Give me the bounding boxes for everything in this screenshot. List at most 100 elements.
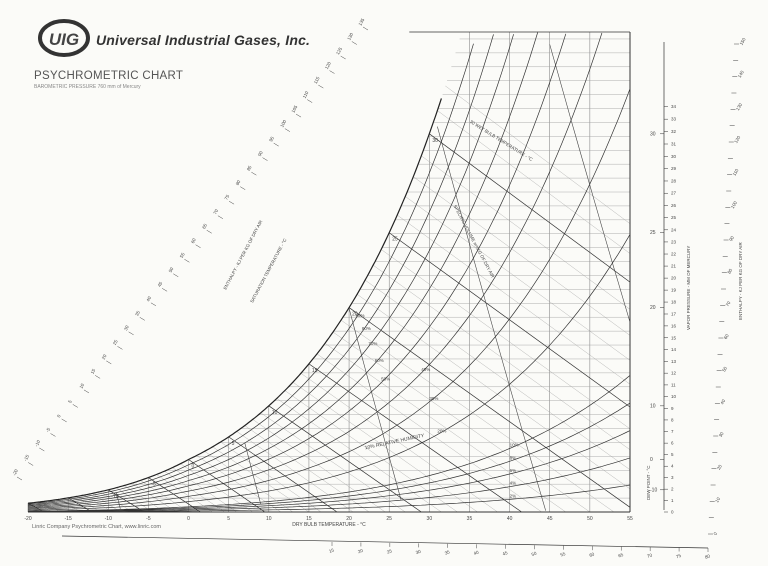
enthalpy-bottom-label: 45 <box>502 550 509 557</box>
enthalpy-left-label: 10 <box>78 382 85 389</box>
vapor-pressure-label: 30 <box>671 154 677 159</box>
x-tick-label: -10 <box>105 516 112 522</box>
rh-label: 30% <box>429 396 438 401</box>
enthalpy-left-tick <box>251 171 257 176</box>
wet-bulb-line <box>228 436 338 513</box>
enthalpy-left-label: -15 <box>23 453 31 462</box>
vapor-pressure-label: 3 <box>671 475 674 480</box>
x-tick-label: 55 <box>627 516 633 522</box>
dew-point-label: 30 <box>650 131 656 137</box>
enthalpy-left-label: 60 <box>190 237 197 244</box>
specific-volume-line <box>244 442 262 505</box>
enthalpy-right-label: 90 <box>728 235 735 242</box>
enthalpy-right-label: 10 <box>714 496 721 503</box>
enthalpy-left-tick <box>106 360 112 365</box>
dew-point-title: DEW POINT - °C <box>646 465 651 500</box>
wet-bulb-line <box>188 459 265 513</box>
enthalpy-bottom-label: 40 <box>473 550 480 557</box>
enthalpy-left-tick <box>184 259 190 263</box>
enthalpy-left-label: 30 <box>123 324 130 331</box>
company-name: Universal Industrial Gases, Inc. <box>96 32 311 48</box>
rh-curve <box>28 375 631 512</box>
vapor-pressure-label: 24 <box>671 227 677 232</box>
saturation-temp-label: 15 <box>312 368 318 374</box>
vapor-pressure-label: 2 <box>671 487 674 492</box>
wet-bulb-line <box>180 463 253 513</box>
x-tick-label: 30 <box>427 516 433 522</box>
enthalpy-left-label: 55 <box>179 252 186 259</box>
rh-curve <box>27 34 494 506</box>
enthalpy-left-tick <box>340 55 346 60</box>
enthalpy-bottom-label: 70 <box>646 552 653 559</box>
wet-bulb-line <box>356 294 631 490</box>
enthalpy-left-tick <box>295 113 302 118</box>
vapor-pressure-label: 15 <box>671 335 677 340</box>
wet-bulb-line <box>413 176 631 336</box>
rh-curve <box>27 88 631 510</box>
enthalpy-bottom-label: 55 <box>560 551 567 558</box>
saturation-temp-label: 20 <box>352 312 358 318</box>
wet-bulb-line <box>220 441 322 513</box>
x-tick-label: 50 <box>587 516 593 522</box>
enthalpy-left-tick <box>61 418 67 423</box>
enthalpy-left-tick <box>95 375 101 379</box>
vapor-pressure-label: 31 <box>671 142 677 147</box>
rh-label: 10% <box>510 443 519 448</box>
enthalpy-left-tick <box>195 244 201 248</box>
enthalpy-left-label: 95 <box>268 135 275 142</box>
enthalpy-left-tick <box>16 476 23 481</box>
rh-curve <box>27 33 567 508</box>
vapor-pressure-label: 4 <box>671 464 674 469</box>
enthalpy-left-tick <box>150 302 157 307</box>
rh-label: 70% <box>368 341 377 346</box>
rh-curve <box>27 43 474 505</box>
x-axis-title: DRY BULB TEMPERATURE - °C <box>292 522 366 528</box>
vapor-pressure-label: 11 <box>671 382 676 387</box>
wet-bulb-line <box>445 85 631 224</box>
rh-curve <box>27 32 603 509</box>
enthalpy-right-label: 40 <box>719 398 726 405</box>
wet-bulb-line <box>397 214 631 385</box>
vapor-pressure-label: 20 <box>671 276 677 281</box>
enthalpy-right-label: 150 <box>739 37 747 46</box>
enthalpy-left-tick <box>139 317 145 321</box>
wet-bulb-line <box>268 405 422 513</box>
wet-bulb-line <box>340 320 615 513</box>
chart-axes <box>16 26 739 552</box>
enthalpy-left-tick <box>28 462 34 466</box>
wet-bulb-line <box>365 280 631 470</box>
wet-bulb-line <box>212 446 310 513</box>
specific-volume-line <box>116 492 121 509</box>
vapor-pressure-label: 12 <box>671 371 677 376</box>
enthalpy-left-label: 105 <box>291 104 299 113</box>
enthalpy-bottom-label: 35 <box>444 549 451 556</box>
enthalpy-left-label: 125 <box>335 46 343 55</box>
enthalpy-left-label: 110 <box>302 90 310 99</box>
enthalpy-right-label: 0 <box>713 531 719 536</box>
enthalpy-left-tick <box>117 346 123 350</box>
enthalpy-left-label: 75 <box>224 193 231 200</box>
wet-bulb-line <box>204 451 293 513</box>
saturation-temp-label: -10 <box>111 494 118 500</box>
rh-title: 10% RELATIVE HUMIDITY <box>364 433 425 452</box>
enthalpy-right-label: 100 <box>730 200 738 209</box>
footer-credit: Linric Company Psychrometric Chart, www.… <box>32 524 161 530</box>
wet-bulb-line <box>156 474 213 513</box>
enthalpy-right-title: ENTHALPY - KJ PER KG OF DRY AIR <box>738 241 743 320</box>
rh-curve <box>27 34 514 507</box>
enthalpy-left-label: 90 <box>257 150 264 157</box>
enthalpy-bottom-label: 75 <box>675 553 682 560</box>
enthalpy-left-label: 5 <box>67 399 73 404</box>
vapor-pressure-label: 10 <box>671 394 677 399</box>
specific-volume-line <box>437 126 546 511</box>
enthalpy-left-tick <box>228 200 235 205</box>
wet-bulb-line <box>236 431 354 513</box>
enthalpy-right-label: 60 <box>723 333 730 340</box>
enthalpy-right-label: 50 <box>721 365 728 372</box>
vapor-pressure-label: 27 <box>671 191 677 196</box>
vapor-pressure-label: 6 <box>671 441 674 446</box>
enthalpy-left-tick <box>39 447 45 452</box>
x-tick-label: 35 <box>467 516 473 522</box>
enthalpy-right-label: 30 <box>718 431 725 438</box>
